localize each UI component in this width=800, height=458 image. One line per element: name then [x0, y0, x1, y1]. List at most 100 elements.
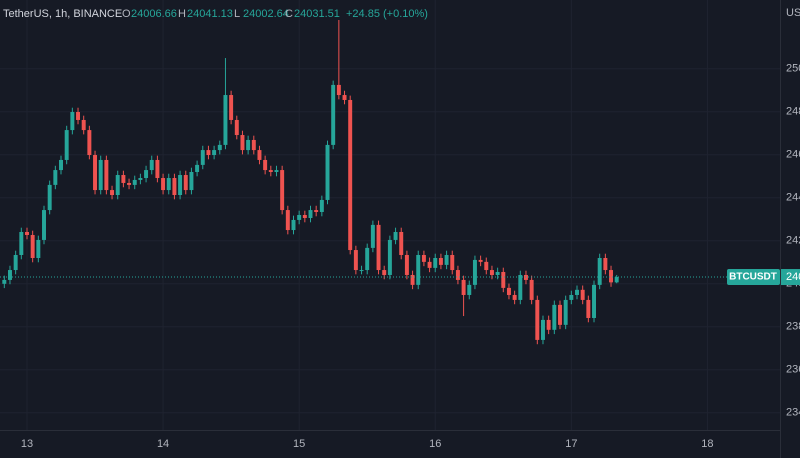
candle-body [217, 144, 222, 151]
candle-body [506, 287, 511, 295]
candle-body [365, 247, 370, 271]
candle-body [580, 289, 585, 300]
ohlc-letter: L [234, 8, 240, 20]
ohlc-value: 24041.13 [187, 8, 233, 20]
candle-body [342, 95, 347, 100]
candle-body [609, 270, 614, 283]
candle-body [246, 139, 251, 151]
x-tick-label: 17 [565, 438, 577, 450]
x-tick-label: 18 [701, 438, 713, 450]
candle-body [404, 254, 409, 275]
candle-body [53, 170, 58, 185]
candle-body [359, 270, 364, 272]
candle-body [399, 231, 404, 255]
candle-body [444, 254, 449, 265]
candle-body [546, 319, 551, 330]
y-tick-label: 23600 [786, 364, 800, 376]
candle-body [614, 277, 619, 283]
candle-body [7, 270, 12, 280]
candle-body [450, 254, 455, 271]
candle-body [416, 254, 421, 285]
candle-body [325, 144, 330, 200]
candle-body [529, 279, 534, 300]
currency: USD [786, 7, 800, 19]
candle-body [518, 274, 523, 300]
candle-body [172, 178, 177, 196]
candle-body [2, 279, 7, 284]
price-label-box [727, 269, 780, 286]
candle-body [183, 175, 188, 191]
candle-body [297, 215, 302, 220]
x-tick-label: 15 [293, 438, 305, 450]
candle-body [558, 304, 562, 325]
candle-body [484, 261, 489, 271]
candle-body [455, 270, 460, 280]
candle-body [166, 178, 171, 191]
candle-body [19, 231, 24, 255]
ohlc-letter: C [285, 8, 293, 20]
y-tick-label: 23800 [786, 321, 800, 333]
candle-body [25, 231, 29, 235]
x-tick-label: 16 [429, 438, 441, 450]
ohlc-value: 24002.64 [243, 8, 289, 20]
candle-body [268, 170, 273, 172]
candle-body [461, 279, 466, 295]
candle-body [121, 175, 126, 183]
candle-body [489, 270, 494, 275]
candle-body [427, 261, 432, 268]
candle-body [597, 258, 602, 285]
candle-body [592, 284, 597, 318]
candle-body [257, 150, 262, 160]
candle-body [308, 210, 313, 219]
candle-body [13, 254, 18, 271]
candle-body [495, 271, 500, 275]
y-tick-label: 24400 [786, 192, 800, 204]
candle-body [93, 155, 98, 191]
candle-body [132, 179, 137, 185]
candle-body [467, 284, 472, 295]
price-label: BTCUSDT [729, 272, 777, 283]
candle-body [285, 210, 290, 231]
candle-body [70, 112, 75, 131]
candle-body [370, 224, 375, 248]
candle-body [410, 274, 415, 285]
candle-body [376, 224, 381, 271]
candle-body [274, 170, 279, 172]
candle-body [353, 250, 358, 271]
symbol: TetherUS, 1h, BINANCE [3, 8, 122, 20]
candle-body [263, 159, 268, 171]
candle-body [472, 259, 477, 285]
ohlc-value: 24031.51 [294, 8, 340, 20]
candle-body [223, 95, 228, 145]
candle-body [206, 150, 211, 156]
candle-body [240, 135, 245, 151]
candle-body [251, 139, 256, 151]
candle-body [433, 258, 438, 268]
candle-body [30, 234, 35, 258]
candle-body [59, 159, 63, 171]
candle-body [42, 210, 46, 240]
candle-body [552, 304, 557, 330]
candle-body [535, 299, 540, 340]
candle-body [87, 130, 92, 156]
candle-body [64, 130, 69, 160]
candle-body [195, 164, 200, 172]
y-tick-label: 25000 [786, 63, 800, 75]
candle-body [234, 119, 239, 136]
candle-body [81, 119, 86, 131]
ohlc-letter: H [178, 8, 186, 20]
y-tick-label: 24200 [786, 235, 800, 247]
candle-body [189, 172, 194, 191]
candle-body [421, 254, 426, 262]
x-tick-label: 14 [157, 438, 169, 450]
candle-body [540, 319, 545, 340]
candle-body [149, 159, 154, 171]
candle-body [161, 178, 166, 191]
candle-body [331, 84, 336, 145]
candle-body [575, 289, 579, 295]
candle-body [336, 84, 341, 96]
ohlc-value: 24006.66 [131, 8, 177, 20]
candle-body [229, 95, 234, 120]
